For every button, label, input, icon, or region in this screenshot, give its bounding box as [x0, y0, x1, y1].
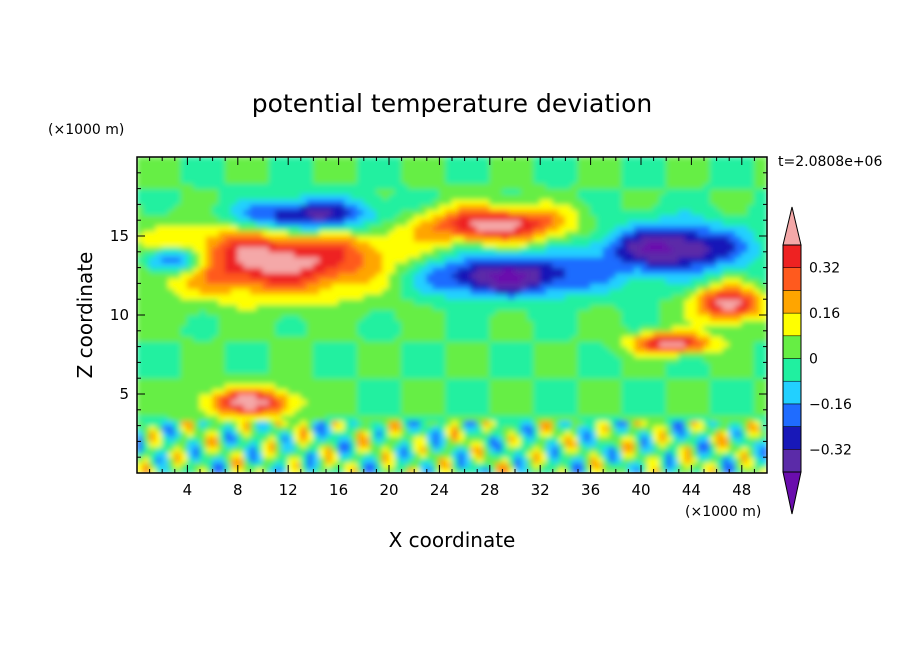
x-tick-label: 8 [233, 481, 243, 499]
x-tick-label: 4 [183, 481, 193, 499]
x-tick-label: 36 [581, 481, 600, 499]
x-tick-label: 24 [430, 481, 449, 499]
colorbar-segment [782, 380, 802, 405]
x-tick-label: 32 [531, 481, 550, 499]
colorbar-segment [782, 426, 802, 450]
x-tick: 40 [631, 157, 651, 499]
contour-plot-area [137, 157, 767, 473]
x-tick: 28 [480, 157, 499, 499]
y-tick-label: 5 [119, 385, 129, 403]
y-tick-label: 15 [110, 227, 129, 245]
colorbar-tick-label: −0.16 [809, 397, 852, 413]
contour-field [137, 157, 767, 473]
x-tick-label: 44 [682, 481, 701, 499]
colorbar-segment [782, 267, 802, 291]
x-tick: 8 [233, 157, 243, 499]
x-axis-label: X coordinate [389, 528, 516, 552]
x-tick-label: 20 [379, 481, 398, 499]
y-tick: 15 [110, 227, 767, 245]
x-axis: 4 8 12 16 20 24 28 32 36 40 44 48 [149, 157, 768, 499]
y-tick: 5 [119, 385, 767, 403]
x-tick: 32 [531, 157, 550, 499]
colorbar-extend-min [782, 471, 802, 515]
y-axis: 5 10 15 [110, 172, 767, 458]
colorbar-extend-max [782, 206, 802, 246]
x-tick: 20 [379, 157, 399, 499]
colorbar-segment [782, 403, 802, 427]
x-tick-label: 28 [480, 481, 499, 499]
x-axis-unit: (×1000 m) [685, 504, 761, 520]
x-tick: 16 [329, 157, 348, 499]
x-tick-label: 16 [329, 481, 348, 499]
y-tick: 10 [110, 306, 767, 324]
x-tick: 24 [430, 157, 449, 499]
y-axis-unit: (×1000 m) [48, 122, 124, 138]
x-tick: 44 [682, 157, 701, 499]
x-tick-label: 12 [279, 481, 298, 499]
x-tick: 12 [279, 157, 298, 499]
x-tick-label: 40 [631, 481, 650, 499]
time-label: t=2.0808e+06 [778, 154, 882, 170]
colorbar-segment [782, 244, 802, 268]
x-tick: 4 [183, 157, 193, 499]
x-tick: 36 [581, 157, 600, 499]
chart-title: potential temperature deviation [252, 89, 652, 118]
y-tick-label: 10 [110, 306, 129, 324]
y-axis-label: Z coordinate [73, 252, 97, 379]
colorbar-tick-label: −0.32 [809, 442, 852, 458]
colorbar-tick-label: 0.32 [809, 261, 840, 277]
colorbar-tick-label: 0 [809, 352, 818, 368]
colorbar-segment [782, 290, 802, 314]
colorbar-segment [782, 449, 802, 473]
x-tick-label: 48 [732, 481, 751, 499]
colorbar: 0.32 0.16 0 −0.16 −0.32 [782, 206, 852, 515]
colorbar-segment [782, 335, 802, 359]
colorbar-segment [782, 358, 802, 382]
colorbar-tick-label: 0.16 [809, 306, 840, 322]
colorbar-segment [782, 312, 802, 337]
colorbar-frame [782, 244, 802, 473]
x-tick: 48 [732, 157, 751, 499]
